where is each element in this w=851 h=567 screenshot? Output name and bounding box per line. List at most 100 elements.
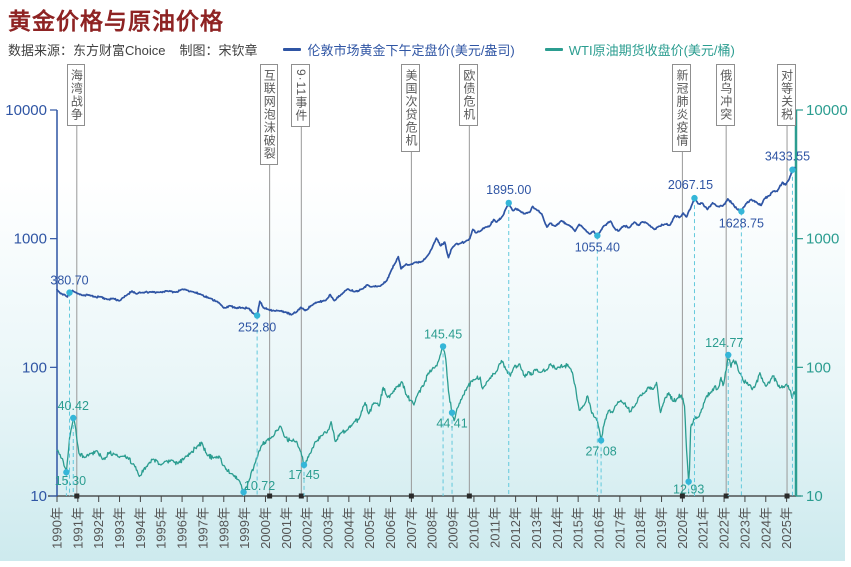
subtitle-row: 数据来源：东方财富Choice 制图：宋钦章 伦敦市场黄金下午定盘价(美元/盎司…	[8, 40, 848, 59]
annotation-point	[738, 208, 745, 215]
x-tick-label: 1991年	[70, 507, 85, 549]
event-axis-marker	[408, 493, 414, 499]
annotation-point	[691, 194, 698, 202]
annotation-point	[439, 343, 447, 350]
oil-line-swatch-icon	[544, 48, 563, 51]
x-tick-label: 2015年	[571, 507, 586, 549]
annotation-point	[597, 437, 605, 444]
credit-label: 制图：宋钦章	[179, 43, 258, 58]
y-tick-label-left: 1000	[14, 231, 47, 248]
annotation-label: 15.30	[55, 474, 86, 488]
annotation-label: 10.72	[244, 479, 275, 493]
x-tick-label: 2001年	[279, 507, 294, 549]
chart-header: 黄金价格与原油价格 数据来源：东方财富Choice 制图：宋钦章 伦敦市场黄金下…	[8, 2, 848, 59]
x-tick-label: 1990年	[50, 507, 65, 549]
annotation-point	[253, 312, 261, 319]
x-tick-label: 1996年	[175, 507, 190, 549]
legend-item-gold[interactable]: 伦敦市场黄金下午定盘价(美元/盎司)	[283, 40, 515, 59]
event-axis-marker	[74, 493, 80, 499]
legend-label-oil: WTI原油期货收盘价(美元/桶)	[568, 43, 735, 58]
annotation-point	[685, 478, 692, 485]
x-tick-label: 2023年	[737, 507, 752, 549]
annotation-point	[789, 166, 796, 173]
x-tick-label: 2018年	[633, 507, 648, 549]
x-tick-label: 2002年	[300, 507, 315, 549]
y-tick-label-left: 10000	[5, 102, 47, 119]
x-tick-label: 1997年	[195, 507, 210, 549]
y-tick-label-right: 100	[806, 359, 831, 376]
x-tick-label: 1999年	[237, 507, 252, 549]
x-tick-label: 2003年	[321, 507, 336, 549]
x-tick-label: 2016年	[592, 507, 607, 549]
annotation-label: 1628.75	[719, 216, 764, 230]
x-tick-label: 1995年	[154, 507, 169, 549]
event-box-4: 美国次贷危机	[401, 64, 420, 152]
gold-line-swatch-icon	[283, 48, 302, 51]
x-tick-label: 2008年	[425, 507, 440, 549]
annotation-label: 380.70	[50, 274, 88, 288]
legend-label-gold: 伦敦市场黄金下午定盘价(美元/盎司)	[307, 43, 515, 58]
event-box-2: 互联网泡沫破裂	[259, 64, 279, 165]
x-tick-label: 2007年	[404, 507, 419, 549]
y-tick-label-right: 10000	[806, 102, 848, 119]
event-box-7: 俄乌冲突	[716, 64, 735, 126]
annotation-label: 17.45	[288, 468, 319, 482]
annotation-label: 12.93	[673, 483, 704, 497]
event-box-8: 对等关税	[777, 64, 796, 126]
x-tick-label: 1998年	[216, 507, 231, 549]
event-axis-marker	[723, 493, 729, 499]
annotation-label: 124.77	[705, 336, 743, 350]
annotation-label: 44.41	[436, 417, 467, 431]
x-tick-label: 1994年	[133, 507, 148, 549]
annotation-point	[240, 488, 247, 496]
annotation-label: 27.08	[585, 444, 616, 458]
x-tick-label: 1993年	[112, 507, 127, 549]
y-tick-label-left: 10	[30, 488, 47, 505]
oil-price-line	[56, 345, 797, 493]
event-axis-marker	[298, 493, 304, 499]
annotation-point	[63, 469, 70, 476]
x-tick-label: 2005年	[362, 507, 377, 549]
x-tick-label: 2022年	[717, 507, 732, 549]
x-tick-label: 2000年	[258, 507, 273, 549]
event-axis-marker	[784, 493, 790, 499]
event-axis-marker	[267, 493, 273, 499]
x-tick-label: 2009年	[446, 507, 461, 549]
x-tick-label: 2020年	[675, 507, 690, 549]
annotation-point	[66, 289, 73, 296]
annotation-label: 40.42	[58, 399, 89, 413]
annotation-point	[505, 199, 512, 207]
y-tick-label-right: 10	[806, 488, 823, 505]
annotation-point	[70, 414, 77, 422]
event-axis-marker	[679, 493, 685, 499]
x-tick-label: 2025年	[779, 507, 794, 549]
annotation-label: 1055.40	[575, 241, 620, 255]
gold-price-line	[56, 166, 796, 317]
event-box-3: 9·11事件	[291, 64, 310, 128]
x-tick-label: 2013年	[529, 507, 544, 549]
event-box-6: 新冠肺炎疫情	[672, 64, 691, 152]
x-tick-label: 2014年	[550, 507, 565, 549]
annotation-label: 2067.15	[668, 178, 713, 192]
legend-item-oil[interactable]: WTI原油期货收盘价(美元/桶)	[544, 40, 735, 59]
x-tick-label: 2024年	[758, 507, 773, 549]
annotation-label: 145.45	[424, 327, 462, 341]
y-tick-label-right: 1000	[806, 231, 839, 248]
event-box-5: 欧债危机	[459, 64, 478, 126]
page-title: 黄金价格与原油价格	[8, 8, 224, 34]
x-tick-label: 2006年	[383, 507, 398, 549]
x-tick-label: 2010年	[466, 507, 481, 549]
x-tick-label: 2019年	[654, 507, 669, 549]
annotation-point	[725, 351, 732, 359]
annotation-point	[448, 409, 456, 416]
x-tick-label: 2011年	[487, 507, 502, 548]
annotation-label: 1895.00	[486, 183, 531, 197]
y-tick-label-left: 100	[22, 359, 47, 376]
data-source-label: 数据来源：东方财富Choice	[8, 43, 166, 58]
x-tick-label: 2017年	[612, 507, 627, 549]
annotation-label: 3433.55	[765, 150, 810, 164]
event-axis-marker	[466, 493, 472, 499]
